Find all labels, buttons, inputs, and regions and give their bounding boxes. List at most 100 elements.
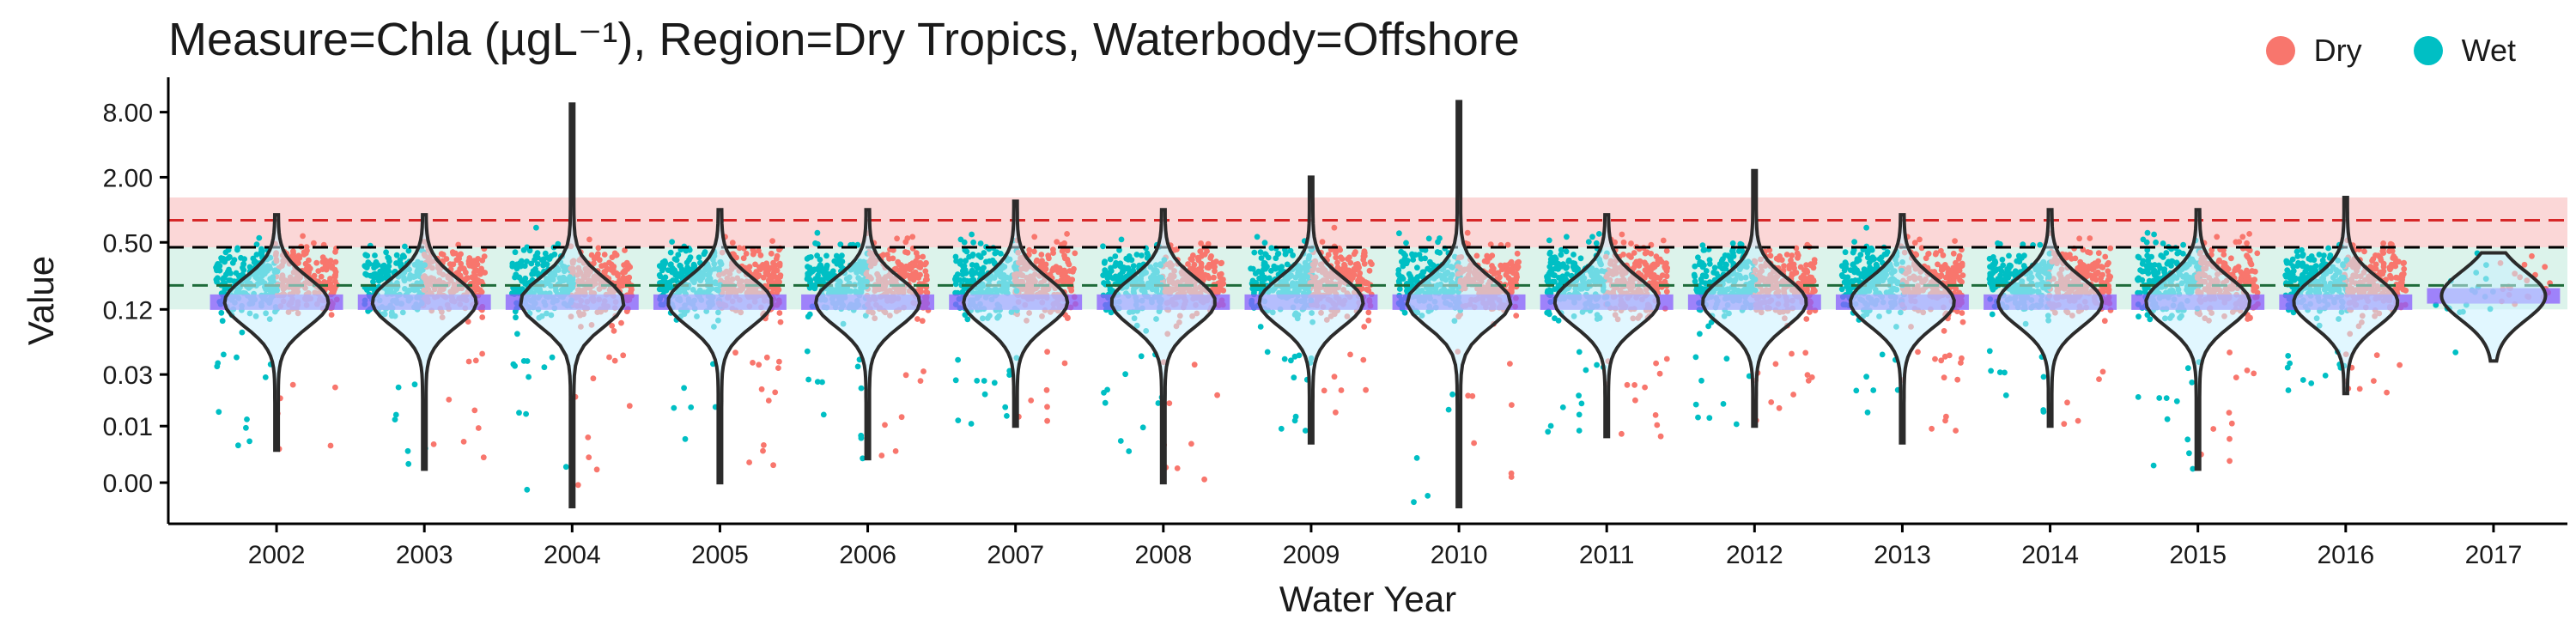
data-point (239, 329, 246, 336)
data-point (377, 268, 384, 275)
data-point (1220, 280, 1227, 287)
data-point (404, 447, 411, 454)
data-point (618, 319, 624, 326)
data-point (479, 350, 485, 357)
data-point (392, 416, 398, 422)
data-point (1190, 252, 1196, 258)
data-point (805, 376, 811, 383)
data-point (1220, 276, 1226, 283)
data-point (1061, 255, 1068, 262)
data-point (1850, 249, 1856, 256)
data-point (480, 454, 487, 461)
data-point (1104, 275, 1111, 282)
data-point (1489, 252, 1496, 259)
data-point (1414, 274, 1421, 281)
data-point (1576, 428, 1583, 434)
data-point (1790, 392, 1797, 398)
data-point (313, 259, 320, 266)
data-point (667, 249, 674, 256)
data-point (920, 368, 927, 374)
data-point (1656, 370, 1663, 377)
data-point (621, 262, 627, 268)
data-point (1642, 384, 1648, 391)
data-point (363, 264, 370, 270)
data-point (1655, 258, 1662, 264)
data-point (1583, 367, 1589, 374)
data-point (1576, 349, 1583, 355)
data-point (1657, 433, 1664, 440)
data-point (1064, 231, 1070, 237)
data-point (1413, 455, 1420, 461)
data-point (1565, 258, 1572, 264)
data-point (1711, 264, 1718, 271)
data-point (962, 312, 969, 319)
data-point (953, 274, 959, 280)
data-point (466, 256, 473, 263)
data-point (854, 363, 861, 370)
data-point (219, 318, 226, 325)
data-point (1783, 252, 1790, 258)
data-point (1654, 422, 1661, 428)
data-point (620, 352, 627, 359)
data-point (241, 256, 247, 263)
data-point (1296, 352, 1303, 359)
data-point (520, 246, 527, 253)
data-point (438, 251, 445, 258)
data-point (1695, 414, 1701, 421)
data-point (981, 378, 987, 384)
data-point (822, 271, 828, 278)
data-point (562, 464, 569, 471)
data-point (591, 255, 598, 262)
data-point (1841, 279, 1848, 286)
data-point (776, 310, 783, 316)
data-point (528, 260, 535, 267)
data-point (1108, 264, 1114, 271)
data-point (1737, 240, 1744, 247)
data-point (1956, 267, 1963, 274)
data-point (1072, 250, 1078, 257)
data-point (820, 278, 826, 284)
data-point (1291, 374, 1297, 381)
data-point (902, 249, 908, 255)
data-point (1509, 289, 1515, 295)
data-point (1546, 287, 1553, 294)
data-point (1723, 355, 1730, 362)
data-point (1248, 265, 1254, 272)
data-point (541, 256, 547, 262)
data-point (1942, 417, 1948, 424)
data-point (1504, 262, 1510, 269)
data-point (1558, 277, 1564, 284)
data-point (465, 319, 471, 325)
data-point (1720, 401, 1727, 407)
data-point (1768, 399, 1775, 405)
data-point (1941, 328, 1947, 334)
legend-dot-wet (2413, 36, 2443, 65)
data-point (226, 266, 232, 273)
data-point (292, 257, 299, 264)
data-point (253, 241, 260, 247)
data-point (1589, 234, 1595, 240)
data-point (512, 274, 518, 281)
legend-item-dry: Dry (2265, 33, 2362, 69)
data-point (677, 270, 683, 277)
data-point (914, 316, 920, 322)
data-point (363, 271, 370, 278)
data-point (524, 358, 531, 364)
data-point (1585, 239, 1592, 245)
data-point (601, 269, 608, 275)
data-point (405, 247, 412, 254)
data-point (1212, 268, 1218, 275)
data-point (1206, 275, 1212, 282)
data-point (551, 251, 558, 258)
data-point (1870, 387, 1877, 393)
data-point (1692, 278, 1698, 285)
data-point (823, 252, 829, 259)
data-point (534, 250, 541, 257)
data-point (917, 378, 924, 384)
data-point (1793, 245, 1800, 252)
data-point (743, 251, 750, 257)
data-point (761, 442, 767, 448)
data-point (327, 442, 334, 449)
data-point (1594, 361, 1600, 368)
data-point (688, 404, 695, 410)
